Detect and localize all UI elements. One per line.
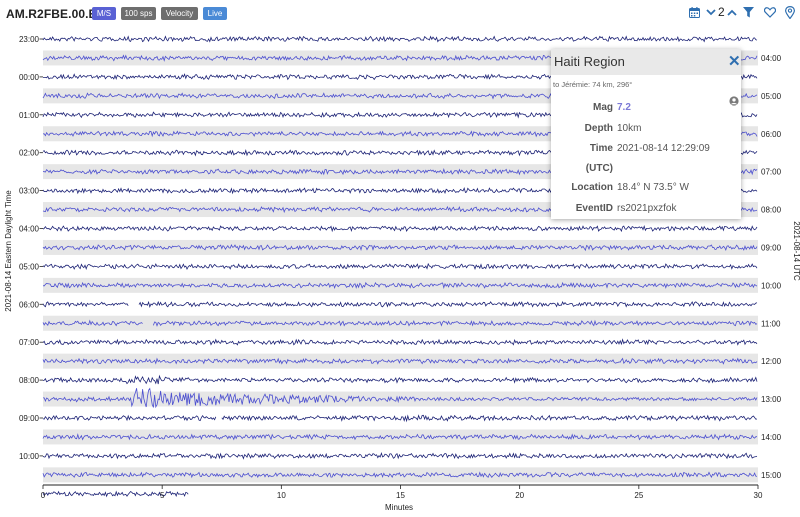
left-hour-label: 06:00 bbox=[19, 300, 40, 309]
right-hour-label: 11:00 bbox=[761, 319, 781, 328]
location-value: 18.4° N 73.5° W bbox=[617, 182, 689, 193]
left-hour-label: 09:00 bbox=[19, 414, 40, 423]
trace-row bbox=[42, 244, 758, 252]
left-hour-label: 23:00 bbox=[19, 35, 40, 44]
trace-row bbox=[42, 471, 758, 479]
trace-row bbox=[42, 338, 758, 346]
live-badge[interactable]: Live bbox=[203, 7, 227, 20]
velocity-badge[interactable]: Velocity bbox=[161, 7, 198, 20]
depth-label: Depth bbox=[584, 123, 613, 134]
chevron-up-icon[interactable] bbox=[727, 9, 737, 16]
map-pin-icon[interactable] bbox=[785, 6, 795, 19]
x-tick-label: 30 bbox=[754, 491, 763, 500]
depth-value: 10km bbox=[617, 123, 642, 134]
right-hour-label: 08:00 bbox=[761, 206, 782, 215]
chevron-down-icon[interactable] bbox=[706, 9, 716, 16]
mag-value[interactable]: 7.2 bbox=[617, 102, 631, 113]
trace-row bbox=[42, 357, 758, 365]
location-label: Location bbox=[571, 182, 613, 193]
left-hour-label: 10:00 bbox=[19, 452, 40, 461]
popup-header: Haiti Region ✕ bbox=[551, 49, 741, 75]
right-hour-label: 06:00 bbox=[761, 130, 782, 139]
right-hour-label: 12:00 bbox=[761, 357, 782, 366]
right-hour-label: 04:00 bbox=[761, 54, 782, 63]
row-band bbox=[43, 315, 758, 331]
event-title: Haiti Region bbox=[554, 54, 625, 69]
left-hour-label: 00:00 bbox=[19, 73, 40, 82]
right-hour-label: 13:00 bbox=[761, 395, 782, 404]
trace-row bbox=[42, 490, 189, 498]
trace-row bbox=[42, 225, 758, 233]
x-tick-label: 10 bbox=[277, 491, 286, 500]
station-title: AM.R2FBE.00.EHZ bbox=[6, 7, 113, 21]
left-hour-label: 07:00 bbox=[19, 338, 40, 347]
time-value: 2021-08-14 12:29:09 bbox=[617, 143, 710, 154]
left-hour-label: 02:00 bbox=[19, 149, 40, 158]
event-popup: Haiti Region ✕ to Jérémie: 74 km, 296° M… bbox=[551, 49, 741, 219]
right-hour-label: 07:00 bbox=[761, 168, 782, 177]
trace-row bbox=[42, 262, 758, 271]
user-icon[interactable] bbox=[729, 96, 739, 106]
heart-icon[interactable] bbox=[764, 7, 776, 18]
left-hour-label: 08:00 bbox=[19, 376, 40, 385]
units-badge[interactable]: M/S bbox=[92, 7, 116, 20]
x-axis-label: Minutes bbox=[385, 503, 414, 512]
time-label: Time bbox=[589, 143, 613, 154]
x-tick-label: 20 bbox=[515, 491, 524, 500]
left-hour-label: 04:00 bbox=[19, 225, 40, 234]
left-hour-label: 05:00 bbox=[19, 262, 40, 271]
time-unit-label: (UTC) bbox=[585, 163, 613, 174]
event-count: 2 bbox=[718, 5, 725, 19]
right-hour-label: 05:00 bbox=[761, 92, 782, 101]
toolbar: AM.R2FBE.00.EHZ M/S 100 sps Velocity Liv… bbox=[0, 0, 800, 28]
eventid-value[interactable]: rs2021pxzfok bbox=[617, 203, 677, 214]
row-band bbox=[43, 429, 758, 445]
left-hour-label: 01:00 bbox=[19, 111, 40, 120]
x-tick-label: 0 bbox=[41, 491, 46, 500]
mag-label: Mag bbox=[593, 102, 613, 113]
trace-row bbox=[42, 452, 758, 460]
row-band bbox=[43, 277, 758, 293]
close-icon[interactable]: ✕ bbox=[728, 53, 741, 70]
calendar-icon[interactable] bbox=[689, 7, 700, 18]
eventid-label: EventID bbox=[575, 203, 613, 214]
trace-row bbox=[42, 300, 758, 309]
right-hour-label: 09:00 bbox=[761, 243, 782, 252]
trace-row bbox=[42, 319, 758, 327]
filter-icon[interactable] bbox=[743, 7, 754, 18]
left-hour-label: 03:00 bbox=[19, 187, 40, 196]
trace-row bbox=[42, 281, 758, 290]
right-hour-label: 15:00 bbox=[761, 471, 782, 480]
right-hour-label: 10:00 bbox=[761, 281, 782, 290]
right-hour-label: 14:00 bbox=[761, 433, 782, 442]
x-tick-label: 15 bbox=[396, 491, 405, 500]
trace-row bbox=[42, 414, 758, 423]
trace-row bbox=[42, 433, 757, 441]
x-tick-label: 5 bbox=[160, 491, 165, 500]
trace-row bbox=[42, 35, 758, 43]
sample-rate-badge[interactable]: 100 sps bbox=[121, 7, 156, 20]
trace-row bbox=[43, 387, 758, 409]
trace-row bbox=[42, 374, 758, 385]
event-distance: to Jérémie: 74 km, 296° bbox=[553, 80, 633, 89]
x-tick-label: 25 bbox=[634, 491, 643, 500]
